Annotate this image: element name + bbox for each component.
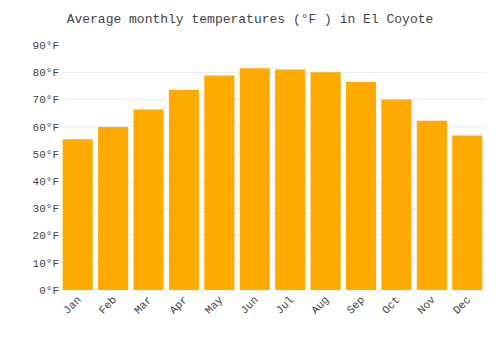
svg-text:Feb: Feb bbox=[97, 294, 119, 316]
svg-text:80°F: 80°F bbox=[33, 67, 59, 79]
svg-text:Sep: Sep bbox=[345, 294, 367, 316]
svg-text:Apr: Apr bbox=[167, 294, 189, 316]
svg-text:30°F: 30°F bbox=[33, 203, 59, 215]
svg-text:Mar: Mar bbox=[132, 294, 154, 316]
svg-text:Aug: Aug bbox=[309, 294, 331, 316]
svg-text:0°F: 0°F bbox=[39, 285, 59, 297]
svg-text:Average monthly temperatures (: Average monthly temperatures (°F ) in El… bbox=[67, 12, 434, 27]
svg-text:90°F: 90°F bbox=[33, 40, 59, 52]
svg-text:50°F: 50°F bbox=[33, 149, 59, 161]
svg-text:Nov: Nov bbox=[415, 294, 438, 317]
svg-text:Oct: Oct bbox=[380, 294, 402, 316]
svg-text:70°F: 70°F bbox=[33, 94, 59, 106]
svg-text:60°F: 60°F bbox=[33, 122, 59, 134]
svg-text:Jul: Jul bbox=[274, 294, 296, 316]
svg-text:Jan: Jan bbox=[61, 294, 83, 316]
svg-text:Jun: Jun bbox=[238, 294, 260, 316]
svg-text:Dec: Dec bbox=[451, 294, 473, 316]
svg-text:May: May bbox=[203, 294, 226, 317]
svg-text:10°F: 10°F bbox=[33, 258, 59, 270]
svg-text:20°F: 20°F bbox=[33, 230, 59, 242]
svg-text:40°F: 40°F bbox=[33, 176, 59, 188]
